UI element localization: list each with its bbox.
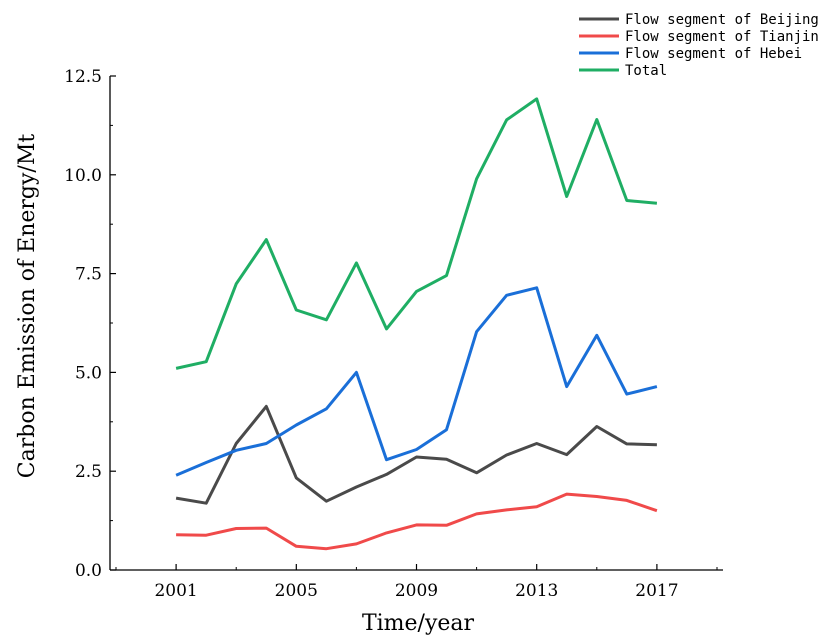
- flow-segment-of-tianjin-line: [176, 492, 658, 551]
- y-tick-label: 5.0: [75, 363, 102, 383]
- x-tick-label: 2017: [635, 581, 678, 601]
- axes: [109, 76, 723, 571]
- x-tick-label: 2001: [154, 581, 197, 601]
- x-tick-label: 2009: [395, 581, 438, 601]
- total-line: [175, 97, 658, 370]
- legend-label: Total: [625, 63, 667, 79]
- ticks: 0.0 2.5 5.0 7.5 10.0 12.5 2001 2005 2009 2013 2017: [64, 67, 718, 601]
- x-tick-label: 2005: [275, 581, 318, 601]
- x-axis-title: Time/year: [362, 611, 475, 635]
- y-axis-title: Carbon Emission of Energy/Mt: [15, 134, 40, 479]
- y-tick-label: 0.0: [75, 561, 102, 581]
- y-tick-label: 7.5: [75, 265, 102, 285]
- legend-label: Flow segment of Beijing: [625, 12, 819, 28]
- series-lines: [175, 97, 658, 551]
- y-tick-label: 10.0: [64, 166, 102, 186]
- y-tick-label: 2.5: [75, 462, 102, 482]
- flow-segment-of-hebei-line: [175, 286, 658, 477]
- legend-label: Flow segment of Tianjin: [625, 29, 819, 45]
- y-tick-label: 12.5: [64, 67, 102, 87]
- x-tick-label: 2013: [515, 581, 558, 601]
- legend-label: Flow segment of Hebei: [625, 46, 802, 62]
- flow-segment-of-beijing-line: [175, 404, 657, 505]
